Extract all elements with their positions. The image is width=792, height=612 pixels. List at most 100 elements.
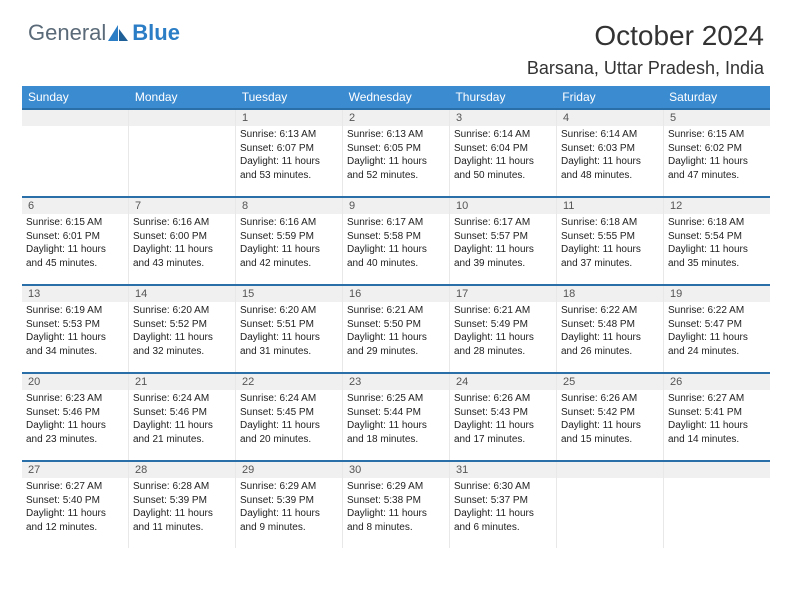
day-body: Sunrise: 6:21 AMSunset: 5:50 PMDaylight:… <box>343 302 449 362</box>
dow-monday: Monday <box>129 90 236 104</box>
dow-friday: Friday <box>556 90 663 104</box>
sunrise-text: Sunrise: 6:15 AM <box>668 128 766 142</box>
day-cell <box>22 110 129 196</box>
dow-wednesday: Wednesday <box>343 90 450 104</box>
sunset-text: Sunset: 6:07 PM <box>240 142 338 156</box>
day-number: 21 <box>129 374 235 390</box>
day-cell <box>664 462 770 548</box>
day-cell: 28Sunrise: 6:28 AMSunset: 5:39 PMDayligh… <box>129 462 236 548</box>
day-body: Sunrise: 6:16 AMSunset: 5:59 PMDaylight:… <box>236 214 342 274</box>
day-number: 14 <box>129 286 235 302</box>
daylight-text: Daylight: 11 hours and 23 minutes. <box>26 419 124 446</box>
day-cell: 29Sunrise: 6:29 AMSunset: 5:39 PMDayligh… <box>236 462 343 548</box>
daylight-text: Daylight: 11 hours and 18 minutes. <box>347 419 445 446</box>
day-body <box>557 478 663 484</box>
day-number <box>664 462 770 478</box>
day-body: Sunrise: 6:13 AMSunset: 6:07 PMDaylight:… <box>236 126 342 186</box>
logo: General Blue <box>28 20 180 46</box>
day-body: Sunrise: 6:27 AMSunset: 5:41 PMDaylight:… <box>664 390 770 450</box>
day-number: 23 <box>343 374 449 390</box>
day-cell: 30Sunrise: 6:29 AMSunset: 5:38 PMDayligh… <box>343 462 450 548</box>
daylight-text: Daylight: 11 hours and 32 minutes. <box>133 331 231 358</box>
day-cell <box>129 110 236 196</box>
day-body: Sunrise: 6:24 AMSunset: 5:45 PMDaylight:… <box>236 390 342 450</box>
day-cell: 16Sunrise: 6:21 AMSunset: 5:50 PMDayligh… <box>343 286 450 372</box>
daylight-text: Daylight: 11 hours and 52 minutes. <box>347 155 445 182</box>
daylight-text: Daylight: 11 hours and 47 minutes. <box>668 155 766 182</box>
daylight-text: Daylight: 11 hours and 45 minutes. <box>26 243 124 270</box>
logo-text-general: General <box>28 20 106 46</box>
sunset-text: Sunset: 5:40 PM <box>26 494 124 508</box>
daylight-text: Daylight: 11 hours and 34 minutes. <box>26 331 124 358</box>
daylight-text: Daylight: 11 hours and 37 minutes. <box>561 243 659 270</box>
sunrise-text: Sunrise: 6:20 AM <box>240 304 338 318</box>
sunrise-text: Sunrise: 6:14 AM <box>454 128 552 142</box>
day-cell: 24Sunrise: 6:26 AMSunset: 5:43 PMDayligh… <box>450 374 557 460</box>
day-body: Sunrise: 6:17 AMSunset: 5:58 PMDaylight:… <box>343 214 449 274</box>
calendar: Sunday Monday Tuesday Wednesday Thursday… <box>22 86 770 548</box>
day-body: Sunrise: 6:15 AMSunset: 6:01 PMDaylight:… <box>22 214 128 274</box>
sunrise-text: Sunrise: 6:21 AM <box>347 304 445 318</box>
day-number: 19 <box>664 286 770 302</box>
sunrise-text: Sunrise: 6:20 AM <box>133 304 231 318</box>
daylight-text: Daylight: 11 hours and 40 minutes. <box>347 243 445 270</box>
sunset-text: Sunset: 6:02 PM <box>668 142 766 156</box>
sunset-text: Sunset: 5:45 PM <box>240 406 338 420</box>
sunrise-text: Sunrise: 6:30 AM <box>454 480 552 494</box>
daylight-text: Daylight: 11 hours and 31 minutes. <box>240 331 338 358</box>
daylight-text: Daylight: 11 hours and 43 minutes. <box>133 243 231 270</box>
daylight-text: Daylight: 11 hours and 8 minutes. <box>347 507 445 534</box>
day-cell: 26Sunrise: 6:27 AMSunset: 5:41 PMDayligh… <box>664 374 770 460</box>
day-number <box>22 110 128 126</box>
sunset-text: Sunset: 5:49 PM <box>454 318 552 332</box>
day-number: 15 <box>236 286 342 302</box>
day-number: 9 <box>343 198 449 214</box>
day-cell: 19Sunrise: 6:22 AMSunset: 5:47 PMDayligh… <box>664 286 770 372</box>
day-body: Sunrise: 6:23 AMSunset: 5:46 PMDaylight:… <box>22 390 128 450</box>
day-number: 30 <box>343 462 449 478</box>
day-number: 3 <box>450 110 556 126</box>
sunrise-text: Sunrise: 6:19 AM <box>26 304 124 318</box>
day-cell: 8Sunrise: 6:16 AMSunset: 5:59 PMDaylight… <box>236 198 343 284</box>
sunrise-text: Sunrise: 6:13 AM <box>347 128 445 142</box>
day-cell: 22Sunrise: 6:24 AMSunset: 5:45 PMDayligh… <box>236 374 343 460</box>
sunset-text: Sunset: 5:57 PM <box>454 230 552 244</box>
weeks-container: 1Sunrise: 6:13 AMSunset: 6:07 PMDaylight… <box>22 108 770 548</box>
day-cell: 10Sunrise: 6:17 AMSunset: 5:57 PMDayligh… <box>450 198 557 284</box>
sunset-text: Sunset: 5:53 PM <box>26 318 124 332</box>
daylight-text: Daylight: 11 hours and 42 minutes. <box>240 243 338 270</box>
sunrise-text: Sunrise: 6:27 AM <box>26 480 124 494</box>
page-title: October 2024 <box>594 20 764 52</box>
day-number: 8 <box>236 198 342 214</box>
day-cell: 12Sunrise: 6:18 AMSunset: 5:54 PMDayligh… <box>664 198 770 284</box>
day-number: 27 <box>22 462 128 478</box>
day-body: Sunrise: 6:27 AMSunset: 5:40 PMDaylight:… <box>22 478 128 538</box>
dow-tuesday: Tuesday <box>236 90 343 104</box>
day-cell: 14Sunrise: 6:20 AMSunset: 5:52 PMDayligh… <box>129 286 236 372</box>
sunrise-text: Sunrise: 6:15 AM <box>26 216 124 230</box>
day-body: Sunrise: 6:19 AMSunset: 5:53 PMDaylight:… <box>22 302 128 362</box>
sunset-text: Sunset: 5:58 PM <box>347 230 445 244</box>
week-row: 6Sunrise: 6:15 AMSunset: 6:01 PMDaylight… <box>22 196 770 284</box>
day-body: Sunrise: 6:25 AMSunset: 5:44 PMDaylight:… <box>343 390 449 450</box>
day-number: 26 <box>664 374 770 390</box>
daylight-text: Daylight: 11 hours and 21 minutes. <box>133 419 231 446</box>
sunrise-text: Sunrise: 6:16 AM <box>133 216 231 230</box>
daylight-text: Daylight: 11 hours and 48 minutes. <box>561 155 659 182</box>
location-subtitle: Barsana, Uttar Pradesh, India <box>527 58 764 79</box>
sunrise-text: Sunrise: 6:28 AM <box>133 480 231 494</box>
daylight-text: Daylight: 11 hours and 53 minutes. <box>240 155 338 182</box>
day-number: 22 <box>236 374 342 390</box>
sunset-text: Sunset: 5:37 PM <box>454 494 552 508</box>
sunset-text: Sunset: 5:44 PM <box>347 406 445 420</box>
day-body: Sunrise: 6:20 AMSunset: 5:52 PMDaylight:… <box>129 302 235 362</box>
sunrise-text: Sunrise: 6:21 AM <box>454 304 552 318</box>
day-body: Sunrise: 6:26 AMSunset: 5:42 PMDaylight:… <box>557 390 663 450</box>
day-body: Sunrise: 6:29 AMSunset: 5:38 PMDaylight:… <box>343 478 449 538</box>
day-body: Sunrise: 6:30 AMSunset: 5:37 PMDaylight:… <box>450 478 556 538</box>
day-number: 25 <box>557 374 663 390</box>
day-cell <box>557 462 664 548</box>
day-cell: 23Sunrise: 6:25 AMSunset: 5:44 PMDayligh… <box>343 374 450 460</box>
sunset-text: Sunset: 5:51 PM <box>240 318 338 332</box>
daylight-text: Daylight: 11 hours and 11 minutes. <box>133 507 231 534</box>
